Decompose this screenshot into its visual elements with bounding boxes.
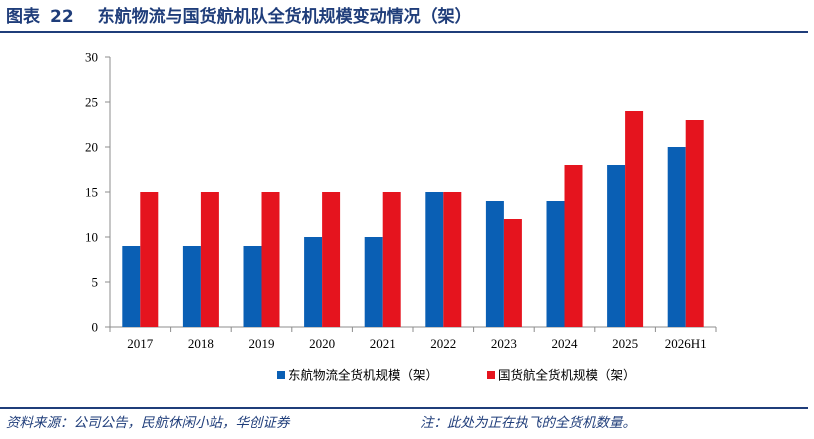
footer-divider: [0, 407, 808, 409]
bar-east-logistics: [243, 246, 262, 327]
bar-air-china-cargo: [261, 192, 280, 327]
bar-east-logistics: [425, 192, 444, 327]
bar-air-china-cargo: [685, 120, 704, 327]
x-tick-label: 2017: [127, 336, 154, 351]
x-tick-label: 2023: [491, 336, 517, 351]
note-text: 注：此处为正在执飞的全货机数量。: [420, 415, 636, 431]
legend-swatch: [487, 371, 495, 379]
bar-east-logistics: [304, 237, 323, 327]
bar-air-china-cargo: [382, 192, 401, 327]
figure-number: 22: [50, 7, 74, 27]
bar-east-logistics: [607, 165, 626, 327]
source-text: 资料来源：公司公告，民航休闲小站，华创证券: [6, 415, 290, 431]
bar-air-china-cargo: [200, 192, 219, 327]
bar-air-china-cargo: [564, 165, 583, 327]
bar-east-logistics: [485, 201, 504, 327]
bar-east-logistics: [182, 246, 201, 327]
x-tick-label: 2020: [309, 336, 335, 351]
y-tick-label: 30: [85, 50, 98, 65]
figure-label: 图表: [6, 7, 40, 27]
bar-air-china-cargo: [140, 192, 159, 327]
figure-title-text: 东航物流与国货航机队全货机规模变动情况（架）: [97, 7, 472, 27]
bar-east-logistics: [546, 201, 565, 327]
legend-swatch: [277, 371, 285, 379]
bar-air-china-cargo: [625, 111, 644, 327]
y-tick-label: 5: [92, 275, 99, 290]
bar-air-china-cargo: [443, 192, 462, 327]
title-divider: [0, 31, 808, 33]
legend-label: 东航物流全货机规模（架）: [288, 368, 438, 383]
bar-air-china-cargo: [503, 219, 522, 327]
bar-east-logistics: [667, 147, 686, 327]
legend-label: 国货航全货机规模（架）: [498, 368, 636, 383]
y-tick-label: 20: [85, 140, 98, 155]
x-tick-label: 2024: [552, 336, 579, 351]
x-tick-label: 2021: [370, 336, 396, 351]
y-tick-label: 15: [85, 185, 98, 200]
y-tick-label: 10: [85, 230, 98, 245]
y-tick-label: 25: [85, 95, 98, 110]
x-tick-label: 2018: [188, 336, 214, 351]
bar-east-logistics: [122, 246, 141, 327]
y-tick-label: 0: [92, 320, 99, 335]
x-tick-label: 2022: [430, 336, 456, 351]
bar-air-china-cargo: [322, 192, 341, 327]
x-tick-label: 2025: [612, 336, 638, 351]
figure-title: 图表 22 东航物流与国货航机队全货机规模变动情况（架）: [6, 4, 472, 30]
x-tick-label: 2019: [249, 336, 275, 351]
x-tick-label: 2026H1: [665, 336, 707, 351]
bar-east-logistics: [364, 237, 383, 327]
